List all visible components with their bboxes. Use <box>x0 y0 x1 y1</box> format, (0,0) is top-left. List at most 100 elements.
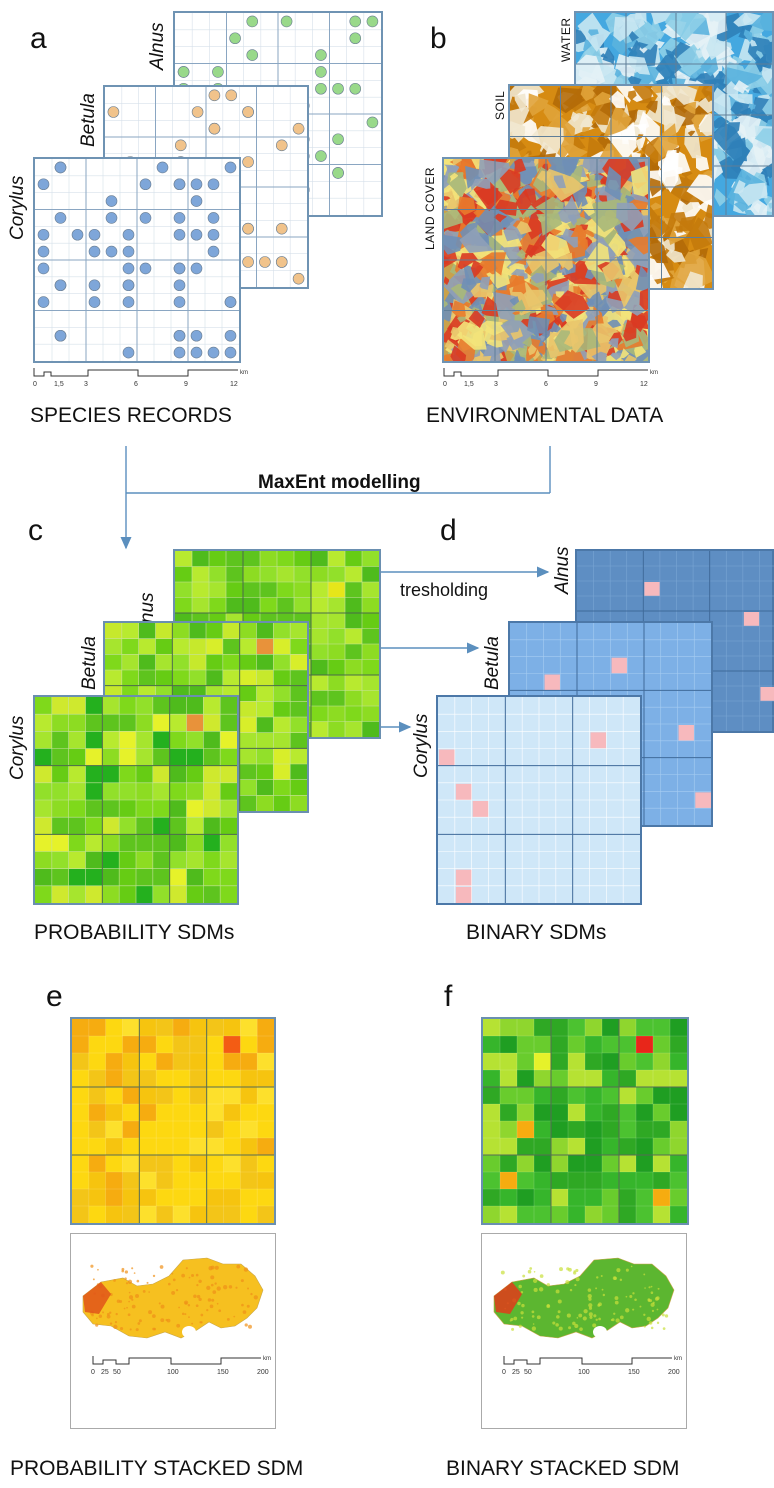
occurrence-point <box>332 167 344 179</box>
occurrence-point <box>224 346 237 359</box>
occurrence-point <box>349 82 362 95</box>
species-label-corylus-d: Corylus <box>411 713 432 778</box>
occurrence-point <box>224 329 237 342</box>
occurrence-point <box>54 279 67 292</box>
scale-tick: 0 <box>443 381 447 388</box>
scale-tick: 3 <box>494 381 498 388</box>
occurrence-point <box>173 212 186 224</box>
occurrence-point <box>54 212 67 224</box>
occurrence-point <box>349 32 362 45</box>
scale-tick: 25 <box>101 1369 109 1376</box>
occurrence-point <box>332 133 344 146</box>
scale-tick: 50 <box>113 1369 121 1376</box>
occurrence-point <box>54 161 67 174</box>
probability-stacked-grid <box>70 1017 276 1225</box>
presence-cell <box>544 674 561 691</box>
corylus-binary-map <box>436 695 642 905</box>
occurrence-point <box>139 212 152 224</box>
occurrence-point <box>37 178 50 191</box>
occurrence-point <box>246 49 259 61</box>
occurrence-point <box>208 122 221 135</box>
occurrence-point <box>242 156 254 168</box>
scale-tick: 0 <box>502 1369 506 1376</box>
occurrence-point <box>139 178 152 191</box>
occurrence-point <box>173 346 186 359</box>
occurrence-point <box>173 178 186 191</box>
occurrence-point <box>88 228 101 241</box>
caption-binary-sdms: BINARY SDMs <box>466 921 607 944</box>
species-label-corylus-c: Corylus <box>7 715 28 780</box>
occurrence-point <box>139 262 152 275</box>
land-cover-layer-map <box>442 157 650 363</box>
caption-probability-stacked-sdm: PROBABILITY STACKED SDM <box>10 1457 304 1480</box>
occurrence-point <box>207 245 220 258</box>
panel-letter-b: b <box>430 22 447 55</box>
binary-stacked-region-map: 0 25 50 100 150 200 km <box>481 1233 687 1429</box>
label-maxent-modelling: MaxEnt modelling <box>258 472 421 493</box>
probability-stacked-region-map: 0 25 50 100 150 200 km <box>70 1233 276 1429</box>
occurrence-point <box>37 228 50 241</box>
occurrence-point <box>156 161 169 174</box>
occurrence-point <box>54 329 67 342</box>
presence-cell <box>590 732 607 749</box>
caption-probability-sdms: PROBABILITY SDMs <box>34 921 235 944</box>
scale-tick: 12 <box>640 381 648 388</box>
study-region <box>82 1257 264 1339</box>
occurrence-point <box>207 212 220 224</box>
presence-cell <box>472 801 489 818</box>
occurrence-point <box>207 178 220 191</box>
species-label-betula-c: Betula <box>79 636 100 690</box>
occurrence-point <box>315 82 327 95</box>
caption-environmental-data: ENVIRONMENTAL DATA <box>426 404 664 427</box>
presence-cell <box>678 725 695 741</box>
occurrence-point <box>107 106 120 118</box>
occurrence-point <box>105 245 118 258</box>
occurrence-point <box>366 116 379 129</box>
occurrence-point <box>71 228 84 241</box>
occurrence-point <box>224 296 237 308</box>
occurrence-point <box>259 256 271 268</box>
scale-tick: 12 <box>230 381 238 388</box>
scale-tick: 6 <box>544 381 548 388</box>
presence-cell <box>743 612 760 626</box>
presence-cell <box>455 869 472 886</box>
species-label-betula-d: Betula <box>482 636 503 690</box>
scale-tick: 0 <box>91 1369 95 1376</box>
presence-cell <box>455 783 472 800</box>
occurrence-point <box>242 256 254 268</box>
scale-tick: 100 <box>578 1369 590 1376</box>
presence-cell <box>455 886 472 903</box>
occurrence-point <box>173 329 186 342</box>
occurrence-point <box>177 66 190 78</box>
scale-tick: 100 <box>167 1369 179 1376</box>
scale-tick: 6 <box>134 381 138 388</box>
occurrence-point <box>315 49 327 61</box>
occurrence-point <box>122 346 135 359</box>
caption-species-records: SPECIES RECORDS <box>30 404 232 427</box>
occurrence-point <box>122 228 135 241</box>
panel-letter-a: a <box>30 22 47 55</box>
occurrence-point <box>122 279 135 292</box>
occurrence-point <box>208 89 221 102</box>
scale-tick: 9 <box>184 381 188 388</box>
scale-bar-large: 0 25 50 100 150 200 km <box>91 1356 271 1376</box>
occurrence-point <box>332 82 344 95</box>
occurrence-point <box>190 178 203 191</box>
occurrence-point <box>275 222 288 235</box>
occurrence-point <box>173 279 186 292</box>
occurrence-point <box>366 15 379 28</box>
occurrence-point <box>37 296 50 308</box>
occurrence-point <box>122 296 135 308</box>
occurrence-point <box>315 150 327 162</box>
occurrence-point <box>242 222 254 235</box>
occurrence-point <box>242 106 254 118</box>
scale-unit: km <box>263 1356 271 1362</box>
scale-unit: km <box>650 370 658 376</box>
occurrence-point <box>246 15 259 28</box>
scale-tick: 0 <box>33 381 37 388</box>
occurrence-point <box>88 279 101 292</box>
species-label-alnus-d: Alnus <box>552 546 573 594</box>
occurrence-point <box>275 256 288 268</box>
presence-cell <box>760 687 774 701</box>
presence-cell <box>439 749 455 766</box>
